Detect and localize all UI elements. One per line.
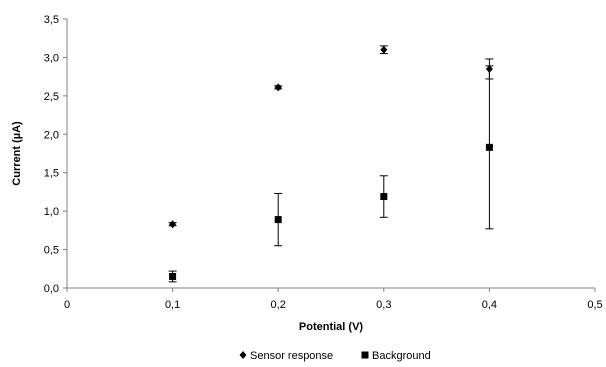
x-tick-label: 0,4 <box>482 299 497 311</box>
plot-area: 0,0 0,5 1,0 1,5 2,0 2,5 3,0 3,5 0 0,1 0,2 0,3 0,4 0,… <box>44 14 603 311</box>
legend-square-icon <box>361 351 369 359</box>
series-layer <box>168 45 494 283</box>
y-axis-title: Current (µA) <box>11 121 23 186</box>
x-tick-label: 0,2 <box>271 299 286 311</box>
x-axis-title: Potential (V) <box>299 321 364 333</box>
x-tick-label: 0,1 <box>165 299 180 311</box>
series-sensor-response <box>168 45 494 229</box>
data-point <box>380 193 388 201</box>
data-point <box>380 45 388 54</box>
y-tick-label: 0,5 <box>44 245 59 257</box>
data-point <box>169 272 177 280</box>
data-point <box>485 143 493 151</box>
data-point <box>274 83 282 92</box>
y-tick-label: 2,0 <box>44 129 59 141</box>
legend: Sensor response Background <box>239 350 431 362</box>
legend-diamond-icon <box>239 351 247 359</box>
y-tick-label: 1,5 <box>44 168 59 180</box>
y-tick-label: 2,5 <box>44 91 59 103</box>
y-axis-ticks: 0,0 0,5 1,0 1,5 2,0 2,5 3,0 3,5 <box>44 14 67 295</box>
data-point <box>274 216 282 224</box>
legend-item: Sensor response <box>239 350 333 362</box>
y-tick-label: 1,0 <box>44 206 59 218</box>
y-tick-label: 3,0 <box>44 52 59 64</box>
data-point <box>169 220 177 229</box>
y-tick-label: 0,0 <box>44 283 59 295</box>
x-tick-label: 0 <box>64 299 70 311</box>
x-tick-label: 0,3 <box>376 299 391 311</box>
legend-label: Background <box>372 350 431 362</box>
series-background <box>168 65 494 283</box>
x-axis-ticks: 0 0,1 0,2 0,3 0,4 0,5 <box>64 288 603 311</box>
legend-label: Sensor response <box>250 350 333 362</box>
legend-item: Background <box>361 350 431 362</box>
x-tick-label: 0,5 <box>587 299 602 311</box>
y-tick-label: 3,5 <box>44 14 59 26</box>
